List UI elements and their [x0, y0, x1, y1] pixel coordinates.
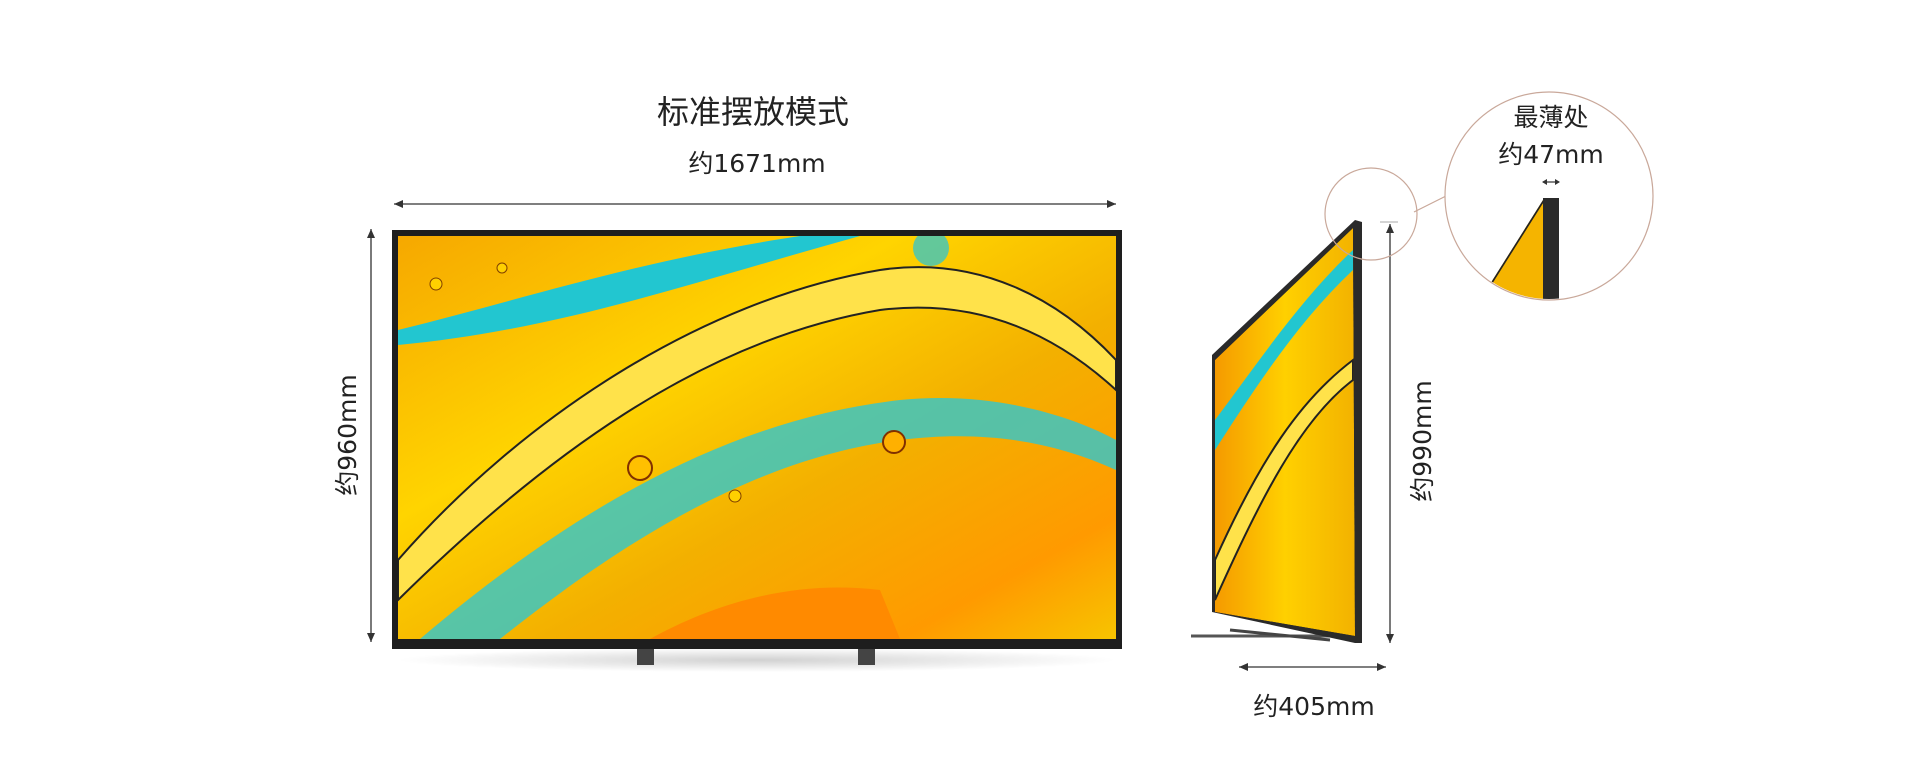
detail-title: 最薄处	[1513, 103, 1588, 132]
height-arrow	[367, 229, 375, 642]
title: 标准摆放模式	[657, 93, 849, 131]
depth-label: 约405mm	[1253, 692, 1374, 721]
front-tv	[392, 230, 1122, 672]
detail-callout	[1324, 91, 1654, 301]
height-label: 约960mm	[333, 374, 362, 495]
side-height-arrow	[1380, 221, 1398, 643]
detail-thickness: 约47mm	[1498, 140, 1604, 169]
width-arrow	[394, 200, 1116, 208]
width-label: 约1671mm	[688, 149, 825, 178]
side-tv	[1191, 220, 1362, 643]
depth-arrow	[1239, 663, 1386, 671]
side-height-label: 约990mm	[1408, 380, 1437, 501]
